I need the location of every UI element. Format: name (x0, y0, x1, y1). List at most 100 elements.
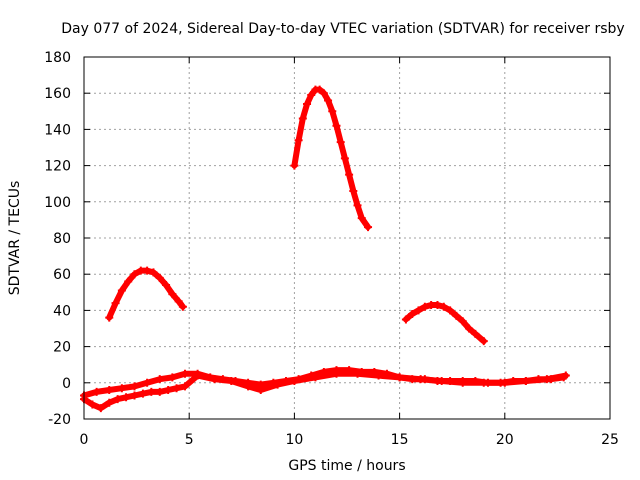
series-near-zero-band-lower (80, 369, 570, 413)
series-arc-10-13.5h-peak-162 (290, 85, 373, 232)
data-point (111, 299, 120, 308)
data-point (336, 138, 345, 147)
x-tick-label: 5 (185, 432, 194, 448)
data-point (332, 369, 341, 378)
data-point (178, 302, 187, 311)
data-point (303, 100, 312, 109)
data-point (414, 306, 423, 315)
data-point (340, 154, 349, 163)
data-point (122, 393, 131, 402)
y-tick-label: 100 (44, 195, 71, 211)
data-point (364, 223, 373, 232)
data-point (311, 373, 320, 382)
data-point (349, 186, 358, 195)
data-point (437, 376, 446, 385)
x-tick-label: 10 (285, 432, 303, 448)
data-point (561, 371, 570, 380)
data-point (155, 387, 164, 396)
data-point (294, 136, 303, 145)
data-point (357, 214, 366, 223)
y-tick-label: 80 (53, 231, 71, 247)
x-tick-labels: 0 5 10 15 20 25 (80, 432, 619, 448)
data-point (479, 337, 488, 346)
data-point (256, 386, 265, 395)
data-point (168, 290, 177, 299)
y-tick-label: 160 (44, 86, 71, 102)
series-arc-15.5-19h-peak-43 (401, 300, 488, 346)
data-point (521, 376, 530, 385)
data-point (542, 375, 551, 384)
data-point (395, 373, 404, 382)
data-series (80, 85, 570, 413)
y-tick-label: 0 (62, 376, 71, 392)
data-point (149, 268, 158, 277)
data-point (458, 317, 467, 326)
data-point (193, 371, 202, 380)
data-point (433, 300, 442, 309)
data-point (117, 286, 126, 295)
data-point (105, 386, 114, 395)
y-tick-label: 20 (53, 340, 71, 356)
data-point (168, 373, 177, 382)
data-point (401, 315, 410, 324)
data-point (143, 378, 152, 387)
data-point (290, 161, 299, 170)
data-point (164, 386, 173, 395)
data-point (471, 329, 480, 338)
y-tick-label: 60 (53, 267, 71, 283)
data-point (328, 107, 337, 116)
data-point (138, 389, 147, 398)
data-point (227, 376, 236, 385)
y-axis-label: SDTVAR / TECUs (7, 181, 23, 296)
data-point (458, 378, 467, 387)
data-point (439, 302, 448, 311)
data-point (105, 398, 114, 407)
data-point (180, 369, 189, 378)
data-point (479, 378, 488, 387)
data-point (155, 375, 164, 384)
data-point (452, 311, 461, 320)
data-point (143, 266, 152, 275)
x-tick-label: 0 (80, 432, 89, 448)
data-point (88, 400, 97, 409)
data-point (174, 297, 183, 306)
data-point (319, 89, 328, 98)
y-tick-label: 180 (44, 50, 71, 66)
y-tick-label: 140 (44, 122, 71, 138)
data-point (353, 369, 362, 378)
y-tick-label: -20 (48, 412, 71, 428)
plot-frame (83, 56, 611, 420)
data-point (244, 382, 253, 391)
data-point (130, 391, 139, 400)
data-point (465, 324, 474, 333)
y-tick-label: 40 (53, 303, 71, 319)
data-point (162, 281, 171, 290)
data-point (96, 404, 105, 413)
data-point (353, 201, 362, 210)
data-point (172, 384, 181, 393)
data-point (155, 273, 164, 282)
x-tick-label: 20 (496, 432, 514, 448)
y-tick-label: 120 (44, 159, 71, 175)
data-point (500, 378, 509, 387)
data-point (290, 376, 299, 385)
series-arc-0-5h-peak-62 (105, 266, 187, 322)
data-point (124, 277, 133, 286)
axis-ticks (83, 56, 611, 420)
data-point (298, 114, 307, 123)
data-point (408, 310, 417, 319)
data-point (324, 96, 333, 105)
data-point (315, 85, 324, 94)
data-point (345, 170, 354, 179)
data-point (416, 375, 425, 384)
data-point (105, 313, 114, 322)
data-point (332, 121, 341, 130)
data-point (130, 270, 139, 279)
grid-lines (84, 57, 610, 419)
data-point (273, 380, 282, 389)
x-tick-label: 25 (601, 432, 619, 448)
x-tick-label: 15 (391, 432, 409, 448)
data-point (130, 382, 139, 391)
data-point (92, 387, 101, 396)
